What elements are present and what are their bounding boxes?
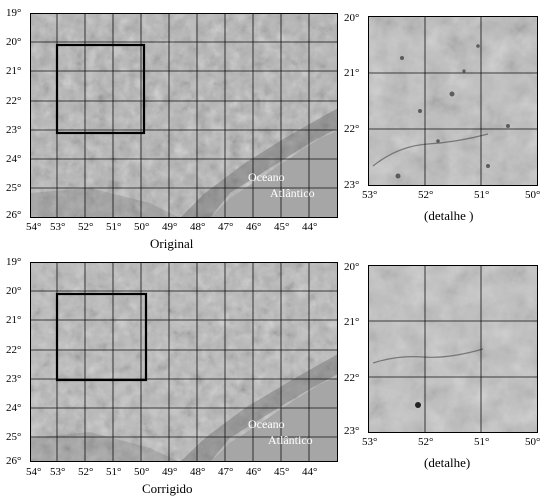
lon-label: 46°: [246, 221, 262, 233]
map-relief: [30, 13, 338, 218]
detail-lat-label: 21°: [344, 316, 360, 328]
ocean-area: [210, 377, 338, 462]
lat-label: 20°: [6, 36, 22, 48]
lon-label: 51°: [106, 466, 122, 478]
lat-label: 23°: [6, 373, 22, 385]
lat-label: 26°: [6, 455, 22, 467]
caption-original: Original: [150, 236, 194, 251]
lon-label: 52°: [78, 221, 94, 233]
lon-label: 51°: [106, 221, 122, 233]
detail-lon-label: 52°: [418, 189, 434, 201]
lon-label: 48°: [190, 221, 206, 233]
detail-lat-label: 22°: [344, 372, 360, 384]
ocean-label-line1: Oceano: [248, 417, 285, 431]
lat-label: 25°: [6, 431, 22, 443]
ocean-label-line1: Oceano: [248, 170, 285, 184]
detail-relief: [368, 265, 538, 433]
ocean-label-line2: Atlântico: [270, 186, 315, 200]
lon-label: 54°: [26, 466, 42, 478]
ocean-label-line2: Atlântico: [268, 433, 313, 447]
detail-lat-label: 23°: [344, 425, 360, 437]
detail-lat-label: 23°: [344, 179, 360, 191]
detail-lat-label: 20°: [344, 261, 360, 273]
lat-label: 20°: [6, 285, 22, 297]
main-map-original: Oceano Atlântico: [30, 13, 338, 218]
lat-label: 19°: [6, 7, 22, 19]
detail-lon-label: 50°: [525, 189, 541, 201]
lat-label: 21°: [6, 65, 22, 77]
lon-label: 45°: [274, 466, 290, 478]
lon-label: 53°: [50, 466, 66, 478]
detail-box: [55, 292, 148, 382]
detail-lon-label: 53°: [362, 436, 378, 448]
lon-label: 49°: [162, 221, 178, 233]
detail-map-corrected: [368, 265, 538, 433]
lat-label: 22°: [6, 95, 22, 107]
detail-lat-label: 21°: [344, 67, 360, 79]
detail-lon-label: 51°: [474, 189, 490, 201]
detail-lon-label: 53°: [362, 189, 378, 201]
detail-lon-label: 50°: [525, 436, 541, 448]
map-relief: [30, 262, 338, 462]
caption-detail-corrected: (detalhe): [424, 455, 471, 470]
lat-label: 22°: [6, 344, 22, 356]
detail-lon-label: 51°: [474, 436, 490, 448]
lon-label: 47°: [218, 466, 234, 478]
detail-lon-label: 52°: [418, 436, 434, 448]
lon-label: 50°: [134, 221, 150, 233]
lat-label: 26°: [6, 209, 22, 221]
lon-label: 48°: [190, 466, 206, 478]
lon-label: 49°: [162, 466, 178, 478]
ocean-area: [210, 131, 338, 218]
lat-label: 19°: [6, 256, 22, 268]
caption-detail-original: (detalhe ): [424, 208, 474, 223]
lat-label: 24°: [6, 153, 22, 165]
lon-label: 53°: [50, 221, 66, 233]
lat-label: 23°: [6, 124, 22, 136]
main-map-corrected: Oceano Atlântico: [30, 262, 338, 462]
lon-label: 54°: [26, 221, 42, 233]
lat-label: 24°: [6, 402, 22, 414]
lon-label: 46°: [246, 466, 262, 478]
lon-label: 45°: [274, 221, 290, 233]
lat-label: 21°: [6, 314, 22, 326]
detail-lat-label: 20°: [344, 12, 360, 24]
lon-label: 44°: [302, 221, 318, 233]
detail-box: [55, 43, 146, 135]
detail-lat-label: 22°: [344, 123, 360, 135]
lon-label: 44°: [302, 466, 318, 478]
detail-map-original: [368, 16, 538, 186]
lon-label: 50°: [134, 466, 150, 478]
lat-label: 25°: [6, 182, 22, 194]
lon-label: 52°: [78, 466, 94, 478]
caption-corrected: Corrigido: [142, 481, 193, 496]
detail-relief: [368, 16, 538, 186]
lon-label: 47°: [218, 221, 234, 233]
